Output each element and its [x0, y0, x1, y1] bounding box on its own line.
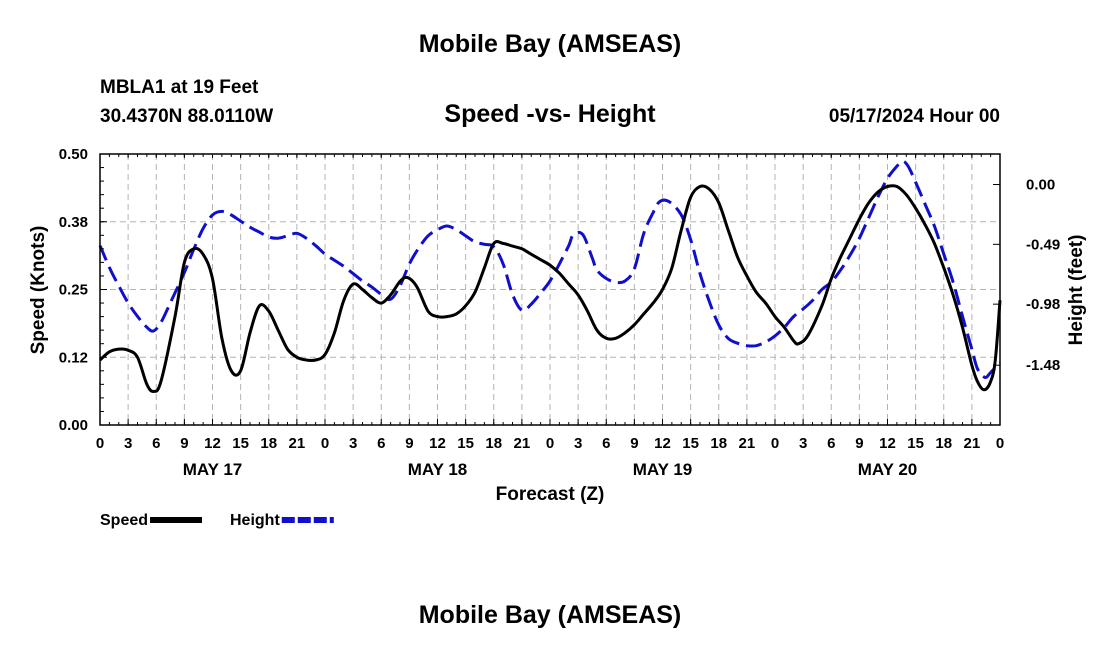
series-line-height — [98, 159, 1002, 379]
x-tick-label: 18 — [935, 435, 952, 452]
x-tick-label: 9 — [630, 435, 638, 452]
day-label: MAY 19 — [633, 460, 693, 479]
legend: Speed Height — [100, 512, 334, 529]
day-label: MAY 17 — [183, 460, 243, 479]
y-axis-label: Speed (Knots) — [28, 226, 49, 355]
page-title: Mobile Bay (AMSEAS) — [418, 30, 682, 58]
x-tick-label: 9 — [405, 435, 413, 452]
x-tick-label: 18 — [710, 435, 727, 452]
x-tick-label: 21 — [739, 435, 756, 452]
x-tick-label: 21 — [289, 435, 306, 452]
x-tick-label: 0 — [546, 435, 554, 452]
x-tick-label: 6 — [152, 435, 160, 452]
station-name: MBLA1 at 19 Feet — [100, 77, 259, 98]
x-tick-label: 0 — [321, 435, 329, 452]
x-tick-label: 3 — [799, 435, 807, 452]
x-tick-label: 18 — [260, 435, 277, 452]
day-label: MAY 18 — [408, 460, 468, 479]
station-coordinates: 30.4370N 88.0110W — [100, 106, 274, 127]
x-tick-label: 3 — [574, 435, 582, 452]
y2-tick-label: -1.48 — [1026, 357, 1060, 374]
grid-lines — [100, 154, 1000, 425]
y-tick-label: 0.25 — [59, 282, 88, 299]
x-axis-label: Forecast (Z) — [496, 484, 605, 505]
axes: 0 3 6 9 12 15 18 21 0 3 6 9 12 15 18 21 0 3 6 9 12 15 18 21 0 3 6 9… — [59, 146, 1060, 479]
y-tick-label: 0.12 — [59, 349, 88, 366]
x-tick-label: 0 — [96, 435, 104, 452]
legend-label-speed: Speed — [100, 512, 148, 529]
y-tick-label: 0.00 — [59, 417, 88, 434]
forecast-datetime: 05/17/2024 Hour 00 — [828, 106, 1000, 127]
x-tick-label: 12 — [204, 435, 221, 452]
x-tick-label: 6 — [602, 435, 610, 452]
x-tick-label: 21 — [964, 435, 981, 452]
legend-label-height: Height — [230, 512, 280, 529]
day-label: MAY 20 — [858, 460, 918, 479]
x-tick-label: 3 — [349, 435, 357, 452]
x-tick-label: 9 — [180, 435, 188, 452]
footer-title: Mobile Bay (AMSEAS) — [418, 601, 682, 629]
x-tick-label: 6 — [377, 435, 385, 452]
series-lines — [98, 159, 1002, 393]
x-tick-label: 9 — [855, 435, 863, 452]
x-tick-label: 12 — [654, 435, 671, 452]
x-tick-label: 0 — [996, 435, 1004, 452]
y-tick-label: 0.38 — [59, 214, 88, 231]
y2-tick-label: 0.00 — [1026, 177, 1055, 194]
y-tick-label: 0.50 — [59, 146, 88, 163]
series-line-speed — [98, 184, 1002, 393]
y2-tick-label: -0.49 — [1026, 236, 1060, 253]
chart-title: Speed -vs- Height — [444, 100, 656, 128]
x-tick-label: 15 — [907, 435, 924, 452]
x-tick-label: 12 — [879, 435, 896, 452]
x-tick-label: 15 — [232, 435, 249, 452]
y2-tick-label: -0.98 — [1026, 296, 1060, 313]
x-tick-label: 3 — [124, 435, 132, 452]
x-tick-label: 0 — [771, 435, 779, 452]
x-tick-label: 18 — [485, 435, 502, 452]
x-tick-label: 12 — [429, 435, 446, 452]
x-tick-label: 15 — [682, 435, 699, 452]
x-tick-label: 21 — [514, 435, 531, 452]
x-tick-label: 6 — [827, 435, 835, 452]
x-tick-label: 15 — [457, 435, 474, 452]
y2-axis-label: Height (feet) — [1066, 235, 1087, 346]
